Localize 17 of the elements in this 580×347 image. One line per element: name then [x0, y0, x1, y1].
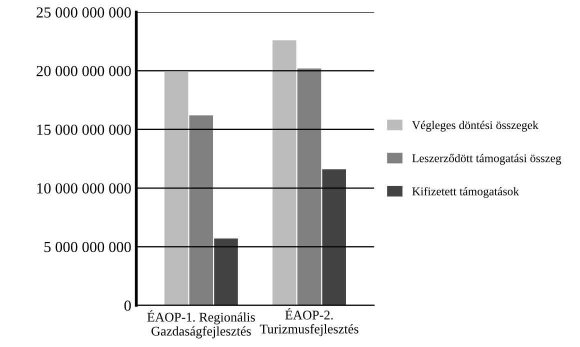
bar — [297, 68, 322, 306]
x-tick-label: ÉAOP-1. Regionális Gazdaságfejlesztés — [147, 310, 255, 338]
y-tick-label: 15 000 000 000 — [37, 124, 131, 135]
x-tick-label: ÉAOP-2. Turizmusfejlesztés — [260, 308, 358, 336]
bar — [189, 115, 214, 306]
bar — [322, 169, 346, 306]
legend-label: Leszerződött támogatási összeg — [412, 154, 562, 165]
bar — [164, 72, 188, 306]
legend-label: Kifizetett támogatások — [412, 186, 520, 198]
y-tick-label: 10 000 000 000 — [37, 183, 131, 194]
bar — [272, 40, 296, 306]
y-tick-label: 5 000 000 000 — [44, 242, 131, 252]
bar — [214, 238, 238, 306]
y-tick-label: 20 000 000 000 — [36, 66, 131, 76]
y-tick-label: 25 000 000 000 — [36, 7, 131, 18]
legend-label: Végleges döntési összegek — [412, 120, 538, 132]
y-tick-label: 0 — [124, 300, 131, 311]
